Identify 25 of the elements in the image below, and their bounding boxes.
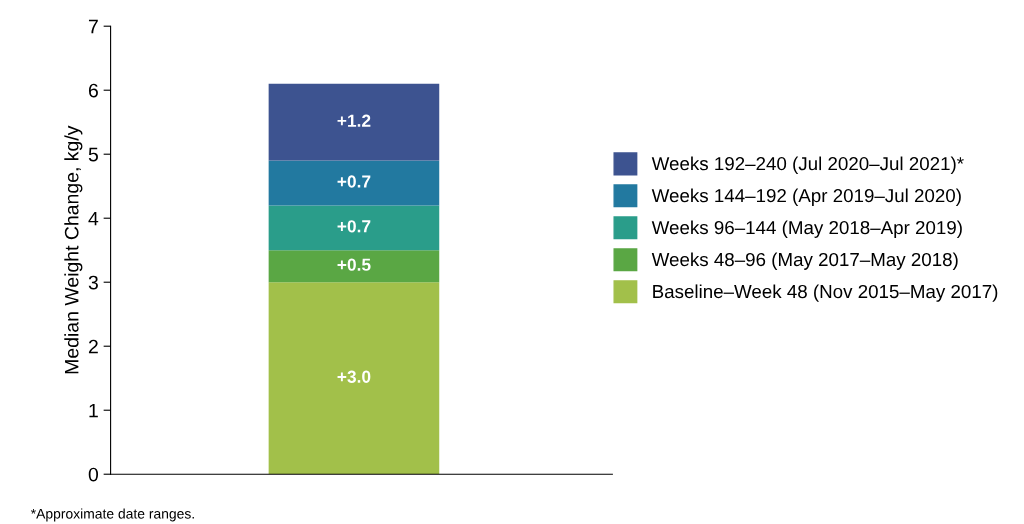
bar xyxy=(268,205,440,251)
y-tick-label: 3 xyxy=(88,275,98,290)
legend-label: Weeks 96–144 (May 2018–Apr 2019) xyxy=(651,220,962,238)
legend-label: Weeks 48–96 (May 2017–May 2018) xyxy=(651,252,958,270)
legend-label: Weeks 192–240 (Jul 2020–Jul 2021)* xyxy=(651,156,964,174)
y-tick-label: 7 xyxy=(88,19,98,34)
y-axis-title: Median Weight Change, kg/y xyxy=(64,125,83,374)
data-label: +1.2 xyxy=(337,114,371,127)
data-label: +0.5 xyxy=(337,258,371,271)
text: *Approximate date ranges. xyxy=(30,508,194,522)
legend-label: Weeks 144–192 (Apr 2019–Jul 2020) xyxy=(651,188,961,206)
bar xyxy=(268,282,440,475)
legend-label: Baseline–Week 48 (Nov 2015–May 2017) xyxy=(653,284,998,302)
y-tick-label: 6 xyxy=(88,83,98,98)
bar xyxy=(268,250,440,283)
y-tick-label: 4 xyxy=(88,211,99,226)
y-tick-label: 0 xyxy=(88,467,99,482)
data-label: +0.7 xyxy=(337,220,371,233)
bar xyxy=(268,160,440,206)
y-tick-label: 5 xyxy=(88,147,98,162)
data-label: +0.7 xyxy=(337,175,371,188)
y-tick-label: 1 xyxy=(89,403,98,418)
bar xyxy=(268,83,440,161)
y-tick-label: 2 xyxy=(88,339,98,354)
data-label: +3.0 xyxy=(337,370,371,383)
